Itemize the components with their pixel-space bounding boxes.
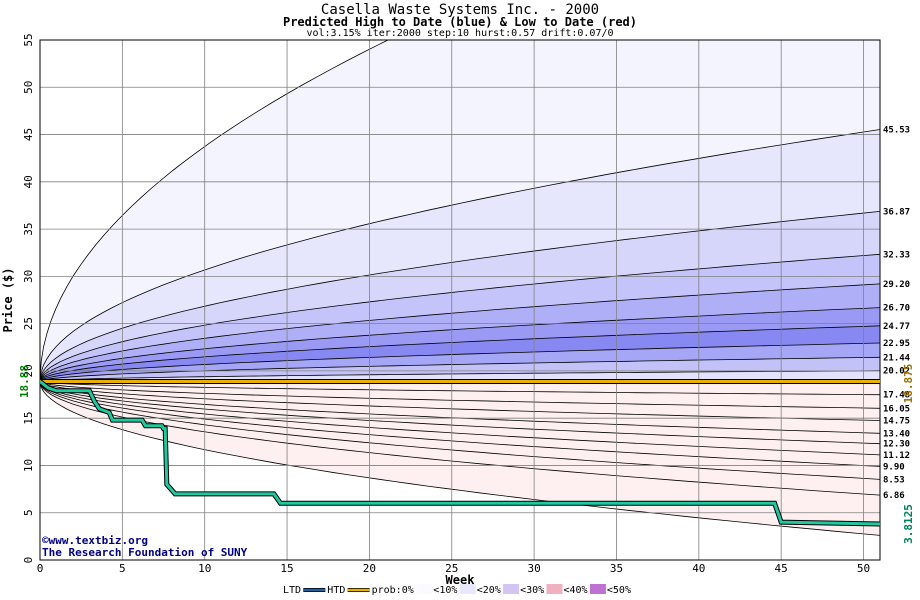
y-tick-label: 25 bbox=[22, 317, 35, 330]
high-percentile-line-2 bbox=[40, 211, 880, 382]
y-tick-label: 45 bbox=[22, 128, 35, 141]
legend-prob-label: prob:0% bbox=[372, 585, 414, 596]
plot-border bbox=[39, 39, 881, 561]
x-tick-label: 45 bbox=[775, 562, 788, 575]
x-tick-label: 20 bbox=[363, 562, 376, 575]
legend-swatch-40 bbox=[589, 584, 606, 594]
low-percentile-line-7 bbox=[40, 381, 880, 480]
high-percentile-line-9 bbox=[40, 370, 880, 382]
y-tick-label: 10 bbox=[22, 459, 35, 472]
x-tick-label: 10 bbox=[198, 562, 211, 575]
x-tick-label: 30 bbox=[527, 562, 540, 575]
y-tick-label: 30 bbox=[22, 270, 35, 283]
start-price-label: 18.88 bbox=[18, 365, 31, 398]
percentile-value-label: 22.95 bbox=[883, 339, 910, 349]
band-group bbox=[40, 40, 880, 536]
credit-website: ©www.textbiz.org bbox=[42, 534, 148, 547]
percentile-value-label: 8.53 bbox=[883, 475, 905, 485]
legend-swatch-30 bbox=[546, 584, 563, 594]
legend-swatch-10 bbox=[459, 584, 476, 594]
y-tick-label: 20 bbox=[22, 364, 35, 377]
htd-line bbox=[40, 380, 880, 526]
high-percentile-line-4 bbox=[40, 283, 880, 382]
chart-title: Casella Waste Systems Inc. - 2000 bbox=[320, 2, 600, 18]
low-percentile-line-4 bbox=[40, 381, 880, 445]
high-band-9 bbox=[40, 370, 880, 382]
x-tick-label: 25 bbox=[445, 562, 458, 575]
high-percentile-line-0 bbox=[40, 40, 389, 382]
percentile-value-label: 45.53 bbox=[883, 126, 910, 136]
y-axis-label: Price ($) bbox=[1, 267, 15, 332]
percentile-value-label: 6.86 bbox=[883, 491, 905, 501]
percentile-value-label: 29.20 bbox=[883, 280, 910, 290]
high-percentile-line-5 bbox=[40, 307, 880, 382]
credit-organization: The Research Foundation of SUNY bbox=[42, 546, 248, 559]
legend-50-label: <50% bbox=[607, 585, 631, 596]
y-tick-label: 0 bbox=[22, 557, 35, 564]
percentile-value-label: 36.87 bbox=[883, 207, 910, 217]
high-percentile-line-7 bbox=[40, 342, 880, 382]
x-axis-label: Week bbox=[446, 573, 476, 587]
y-tick-label: 40 bbox=[22, 175, 35, 188]
low-percentile-line-0 bbox=[40, 381, 880, 396]
chart-parameters: vol:3.15% iter:2000 step:10 hurst:0.57 d… bbox=[306, 28, 614, 39]
high-percentile-line-8 bbox=[40, 356, 880, 382]
htd-end-label: 3.8125 bbox=[902, 504, 915, 544]
y-tick-label: 55 bbox=[22, 33, 35, 46]
low-percentile-line-8 bbox=[40, 381, 880, 496]
low-band-9 bbox=[40, 381, 880, 536]
high-percentile-line-3 bbox=[40, 253, 880, 382]
percentile-value-label: 32.33 bbox=[883, 250, 910, 260]
percentile-value-label: 11.12 bbox=[883, 451, 910, 461]
x-tick-label: 0 bbox=[37, 562, 44, 575]
percentile-value-label: 17.48 bbox=[883, 391, 910, 401]
percentile-value-label: 16.05 bbox=[883, 404, 910, 414]
legend-htd-label: HTD bbox=[327, 585, 345, 596]
legend-40-label: <40% bbox=[564, 585, 588, 596]
low-percentile-line-3 bbox=[40, 381, 880, 434]
y-tick-label: 35 bbox=[22, 222, 35, 235]
low-percentile-line-1 bbox=[40, 381, 880, 409]
legend-ltd-label: LTD bbox=[283, 585, 301, 596]
low-percentile-line-6 bbox=[40, 381, 880, 467]
x-tick-label: 35 bbox=[610, 562, 623, 575]
y-tick-label: 50 bbox=[22, 81, 35, 94]
percentile-value-label: 24.77 bbox=[883, 322, 910, 332]
x-tick-label: 5 bbox=[119, 562, 126, 575]
x-tick-label: 40 bbox=[692, 562, 705, 575]
percentile-value-label: 21.44 bbox=[883, 353, 911, 363]
legend-swatch-20 bbox=[503, 584, 520, 594]
percentile-value-label: 20.02 bbox=[883, 367, 910, 377]
percentile-value-label: 12.30 bbox=[883, 440, 910, 450]
legend-30-label: <30% bbox=[520, 585, 544, 596]
percentile-value-label: 26.70 bbox=[883, 304, 910, 314]
x-tick-label: 15 bbox=[280, 562, 293, 575]
low-percentile-line-5 bbox=[40, 381, 880, 456]
y-tick-label: 5 bbox=[22, 509, 35, 516]
percentile-value-label: 9.90 bbox=[883, 462, 905, 472]
legend-20-label: <20% bbox=[477, 585, 501, 596]
legend-10-label: <10% bbox=[433, 585, 457, 596]
high-percentile-line-1 bbox=[40, 129, 880, 382]
x-tick-label: 50 bbox=[857, 562, 870, 575]
high-percentile-line-6 bbox=[40, 325, 880, 382]
chart-subtitle: Predicted High to Date (blue) & Low to D… bbox=[282, 15, 637, 29]
percentile-value-label: 13.40 bbox=[883, 429, 910, 439]
y-tick-label: 15 bbox=[22, 412, 35, 425]
legend-swatch-0 bbox=[416, 584, 433, 594]
percentile-value-label: 14.75 bbox=[883, 417, 910, 427]
last-price-label: 18.875 bbox=[902, 364, 915, 404]
